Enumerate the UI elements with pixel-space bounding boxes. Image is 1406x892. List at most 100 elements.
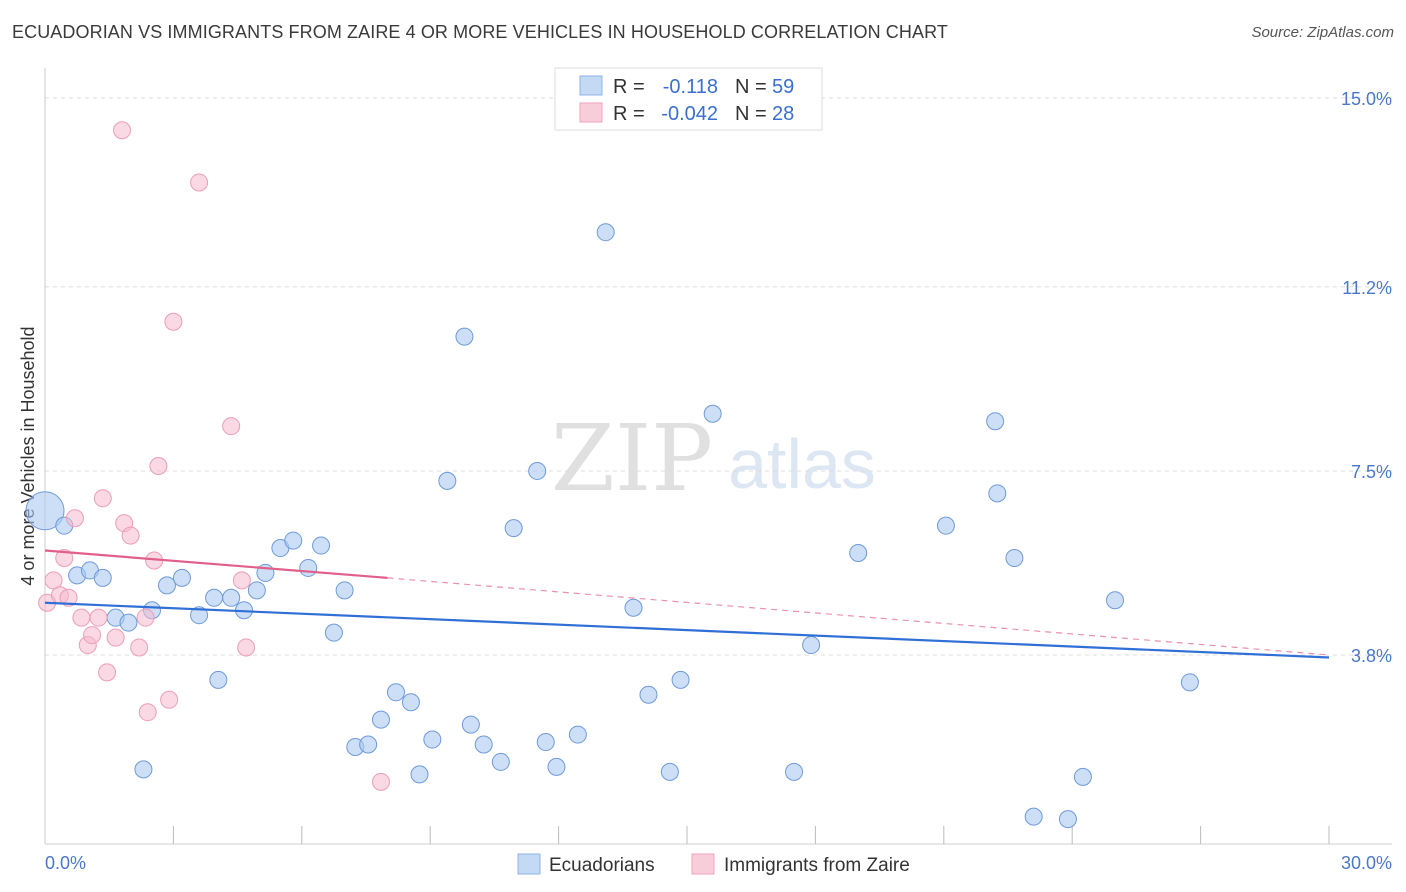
ecuadorians-point xyxy=(1005,548,1024,567)
chart-source: Source: ZipAtlas.com xyxy=(1251,24,1394,41)
ecuadorians-point xyxy=(660,762,679,781)
ecuadorians-point xyxy=(528,461,547,480)
legend-swatch-zaire xyxy=(579,102,603,123)
bottom-legend-label-zaire: Immigrants from Zaire xyxy=(724,855,910,876)
x-tick-label-max: 30.0% xyxy=(1341,853,1392,873)
ecuadorians-point xyxy=(335,581,354,600)
ecuadorians-point xyxy=(936,516,955,535)
x-ticks xyxy=(172,826,1330,844)
legend-r-label-2: R = xyxy=(613,103,645,125)
ecuadorians-point xyxy=(986,412,1005,431)
ecuadorians-point xyxy=(324,623,343,642)
ecuadorians-point xyxy=(491,752,510,771)
y-tick-labels: 15.0% 11.2% 7.5% 3.8% xyxy=(1341,89,1392,666)
zaire-point xyxy=(237,638,256,657)
ecuadorians-point xyxy=(423,730,442,749)
ecuadorians-trend-line xyxy=(44,601,1330,659)
y-tick-label: 11.2% xyxy=(1342,278,1392,298)
ecuadorians-point xyxy=(461,715,480,734)
y-tick-label: 7.5% xyxy=(1351,462,1392,482)
zaire-point xyxy=(149,456,168,475)
ecuadorians-point xyxy=(474,735,493,754)
ecuadorians-point xyxy=(849,544,868,563)
ecuadorians-point xyxy=(1024,807,1043,826)
zaire-point xyxy=(106,628,125,647)
legend-r-label-1: R = xyxy=(613,76,645,98)
ecuadorians-point xyxy=(209,670,228,689)
ecuadorians-point xyxy=(157,576,176,595)
ecuadorians-point xyxy=(1106,591,1124,610)
ecuadorians-point xyxy=(93,568,112,587)
ecuadorians-point xyxy=(1180,673,1199,692)
ecuadorians-point xyxy=(134,760,153,779)
ecuadorians-point xyxy=(119,613,138,632)
ecuadorians-point xyxy=(547,757,566,776)
zaire-point xyxy=(190,173,209,192)
watermark: ZIP atlas xyxy=(551,405,876,512)
watermark-atlas: atlas xyxy=(728,425,876,503)
zaire-point xyxy=(72,608,91,627)
ecuadorians-point xyxy=(1073,767,1092,786)
zaire-point xyxy=(371,772,390,791)
zaire-point xyxy=(164,312,183,331)
bottom-legend-swatch-zaire xyxy=(691,853,715,875)
ecuadorians-point xyxy=(988,484,1007,503)
ecuadorians-point xyxy=(247,581,266,600)
ecuadorians-point xyxy=(371,710,390,729)
watermark-zip: ZIP xyxy=(551,405,713,512)
ecuadorians-point xyxy=(802,636,821,655)
legend-swatch-ecuadorians xyxy=(579,75,603,96)
ecuadorians-point xyxy=(671,670,690,689)
ecuadorians-point xyxy=(359,735,378,754)
ecuadorians-point xyxy=(25,491,65,531)
zaire-point xyxy=(130,638,149,657)
legend-r-value-1: -0.118 xyxy=(663,76,718,98)
chart-title: ECUADORIAN VS IMMIGRANTS FROM ZAIRE 4 OR… xyxy=(12,22,948,42)
series-legend: Ecuadorians Immigrants from Zaire xyxy=(517,853,910,876)
ecuadorians-point xyxy=(785,762,803,781)
zaire-trend-line xyxy=(44,549,388,579)
y-tick-label: 3.8% xyxy=(1351,646,1392,666)
ecuadorians-point xyxy=(299,558,318,577)
zaire-point xyxy=(113,121,132,140)
ecuadorians-point xyxy=(190,606,209,625)
ecuadorians-point xyxy=(284,531,303,550)
axes xyxy=(44,68,1392,845)
zaire-point xyxy=(44,571,63,590)
ecuadorians-point xyxy=(703,404,722,423)
zaire-point xyxy=(83,626,102,645)
zaire-point xyxy=(138,703,157,722)
ecuadorians-point xyxy=(312,536,331,555)
zaire-point xyxy=(65,509,84,528)
y-tick-label: 15.0% xyxy=(1341,89,1392,109)
gridlines xyxy=(45,97,1392,656)
ecuadorians-point xyxy=(455,327,474,346)
ecuadorians-point xyxy=(386,683,405,702)
zaire-point xyxy=(121,526,140,545)
ecuadorians-point xyxy=(1058,810,1077,829)
legend-n-value-2: 28 xyxy=(772,103,794,125)
zaire-point xyxy=(160,690,179,709)
ecuadorians-point xyxy=(624,598,643,617)
ecuadorians-point xyxy=(568,725,587,744)
zaire-point xyxy=(136,608,155,627)
y-axis-label: 4 or more Vehicles in Household xyxy=(18,326,38,585)
ecuadorians-points xyxy=(25,223,1199,829)
ecuadorians-point xyxy=(172,568,191,587)
x-tick-label-min: 0.0% xyxy=(45,853,86,873)
ecuadorians-point xyxy=(205,588,224,607)
zaire-trend-extension xyxy=(387,577,1330,656)
ecuadorians-point xyxy=(222,588,241,607)
zaire-point xyxy=(55,548,74,567)
zaire-point xyxy=(98,663,117,682)
bottom-legend-label-ecuadorians: Ecuadorians xyxy=(549,855,655,876)
zaire-point xyxy=(232,571,251,590)
legend-n-value-1: 59 xyxy=(772,76,794,98)
legend-r-value-2: -0.042 xyxy=(661,103,718,125)
bottom-legend-swatch-ecuadorians xyxy=(517,853,541,875)
ecuadorians-point xyxy=(438,471,457,490)
zaire-point xyxy=(59,588,78,607)
legend-n-label-1: N = xyxy=(735,76,767,98)
legend-n-label-2: N = xyxy=(735,103,767,125)
ecuadorians-point xyxy=(639,685,658,704)
